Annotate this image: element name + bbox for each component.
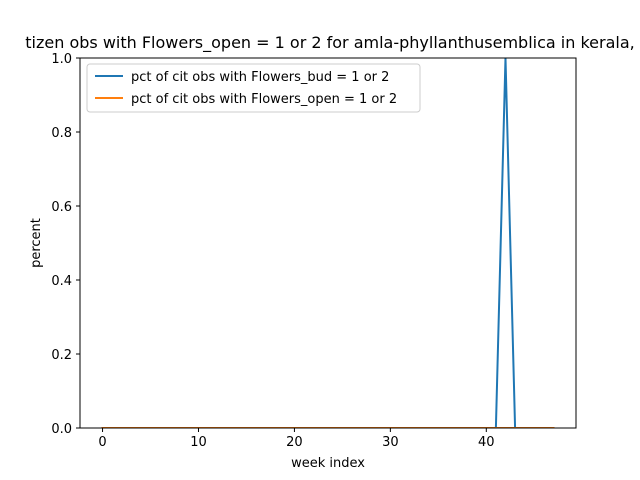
y-tick-label: 1.0 xyxy=(51,52,72,67)
y-tick-label: 0.0 xyxy=(51,422,72,437)
y-tick-label: 0.8 xyxy=(51,126,72,141)
y-tick-label: 0.2 xyxy=(51,348,72,363)
x-tick-label: 20 xyxy=(286,435,303,450)
x-axis-label: week index xyxy=(291,456,365,471)
y-tick-label: 0.4 xyxy=(51,274,72,289)
legend-label-open: pct of cit obs with Flowers_open = 1 or … xyxy=(131,92,397,107)
legend: pct of cit obs with Flowers_bud = 1 or 2… xyxy=(86,63,421,113)
chart-title: tizen obs with Flowers_open = 1 or 2 for… xyxy=(25,33,634,53)
x-axis-ticks: 0 10 20 30 40 xyxy=(98,428,495,450)
x-tick-label: 40 xyxy=(478,435,495,450)
y-tick-label: 0.6 xyxy=(51,200,72,215)
legend-label-bud: pct of cit obs with Flowers_bud = 1 or 2 xyxy=(131,70,389,85)
y-axis-ticks: 0.0 0.2 0.4 0.6 0.8 1.0 xyxy=(51,52,80,437)
plot-frame xyxy=(79,57,577,429)
y-axis-label: percent xyxy=(29,218,44,268)
x-tick-label: 0 xyxy=(98,435,106,450)
x-tick-label: 10 xyxy=(190,435,207,450)
x-tick-label: 30 xyxy=(382,435,399,450)
legend-box xyxy=(86,63,421,113)
